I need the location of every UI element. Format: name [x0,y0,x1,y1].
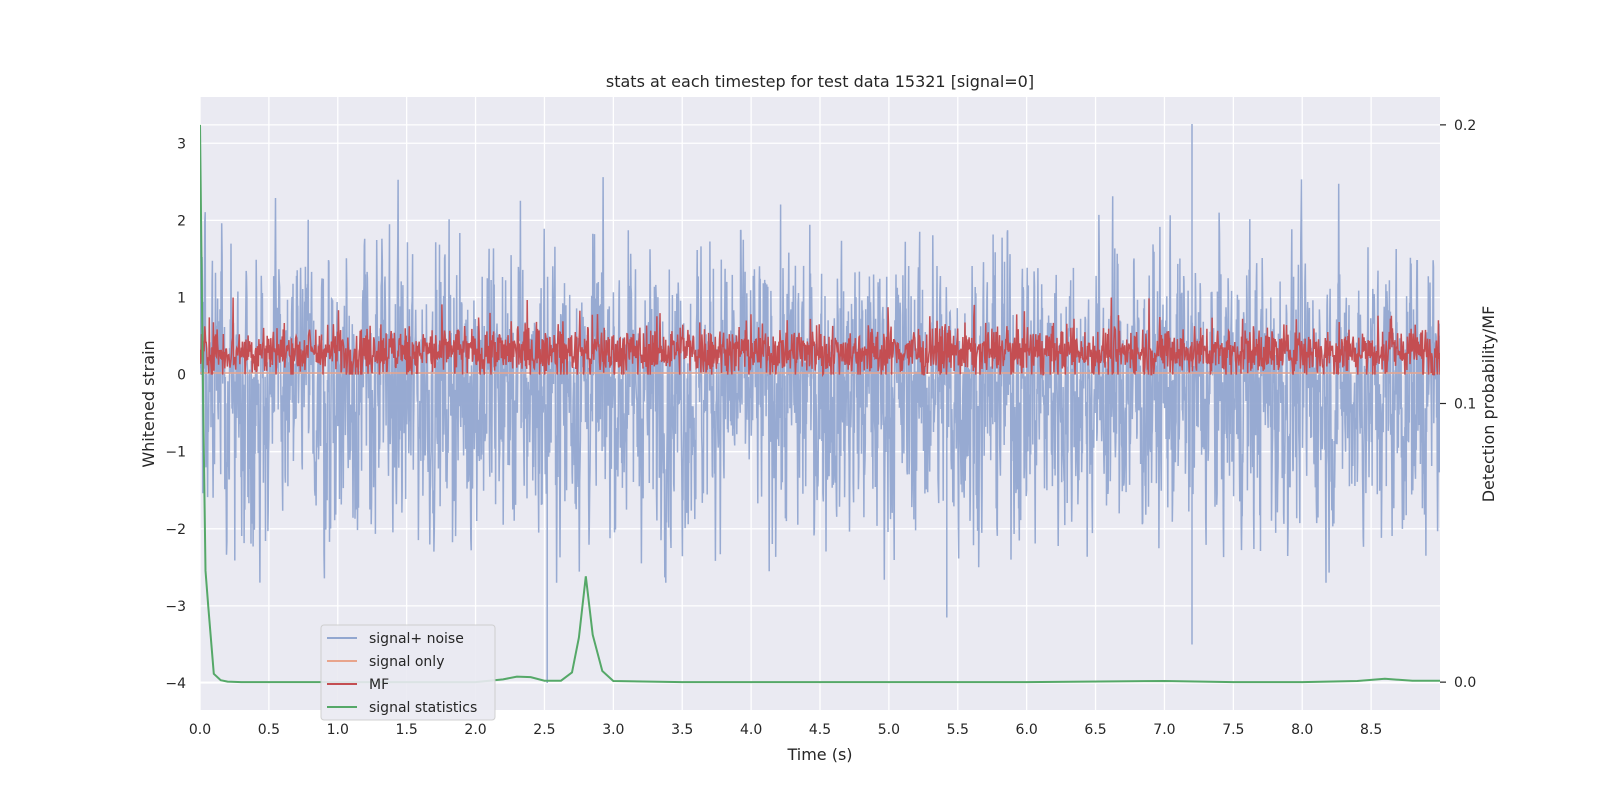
x-tick-label: 6.0 [1016,722,1038,738]
legend-box [320,624,496,721]
legend-label: signal+ noise [369,631,464,647]
x-tick-label: 4.5 [809,722,831,738]
y2-tick-label: 0.1 [1454,397,1476,413]
y2-tick-label: 0.2 [1454,118,1476,134]
y-tick-label: −1 [165,445,186,461]
x-tick-label: 2.0 [464,722,486,738]
x-tick-label: 3.0 [602,722,624,738]
x-tick-label: 0.0 [189,722,211,738]
x-tick-label: 8.5 [1360,722,1382,738]
legend-entry-signal-noise: signal+ noise [327,631,464,647]
x-tick-label: 8.0 [1291,722,1313,738]
legend: signal+ noise signal only MF signal stat… [320,624,496,721]
series-signal-statistics [200,124,1440,684]
y-axis-title: Whitened strain [139,340,158,467]
x-tick-label: 5.5 [947,722,969,738]
x-tick-label: 2.5 [533,722,555,738]
x-axis-title: Time (s) [786,745,852,764]
y-tick-label: −3 [165,599,186,615]
y-axis-right: 0.0 0.1 0.2 [1440,118,1476,691]
x-tick-label: 7.0 [1153,722,1175,738]
x-tick-label: 7.5 [1222,722,1244,738]
x-tick-label: 0.5 [258,722,280,738]
x-tick-label: 3.5 [671,722,693,738]
x-tick-label: 4.0 [740,722,762,738]
series-signal-noise [200,124,1440,683]
x-tick-label: 6.5 [1084,722,1106,738]
y-tick-label: 2 [177,213,186,229]
series-mf [200,297,1440,378]
x-tick-label: 1.0 [327,722,349,738]
legend-label: signal statistics [369,700,477,716]
y2-tick-label: 0.0 [1454,675,1476,691]
series-layer [200,124,1440,684]
legend-entry-signal-statistics: signal statistics [327,700,477,716]
y-tick-label: 1 [177,290,186,306]
legend-entry-signal-only: signal only [327,654,444,670]
y-tick-label: 0 [177,368,186,384]
legend-label: signal only [369,654,444,670]
x-tick-label: 1.5 [396,722,418,738]
y-tick-label: −4 [165,676,186,692]
legend-label: MF [369,677,389,693]
legend-entry-mf: MF [327,677,389,693]
y-axis-left: −4 −3 −2 −1 0 1 2 3 [165,136,186,692]
y2-axis-title: Detection probability/MF [1479,306,1498,503]
y-tick-label: −2 [165,522,186,538]
x-tick-label: 5.0 [878,722,900,738]
x-axis: 0.0 0.5 1.0 1.5 2.0 2.5 3.0 3.5 4.0 4.5 5.0 5.5 6.0 6… [189,722,1382,738]
y-tick-label: 3 [177,136,186,152]
chart-title: stats at each timestep for test data 153… [606,72,1034,91]
